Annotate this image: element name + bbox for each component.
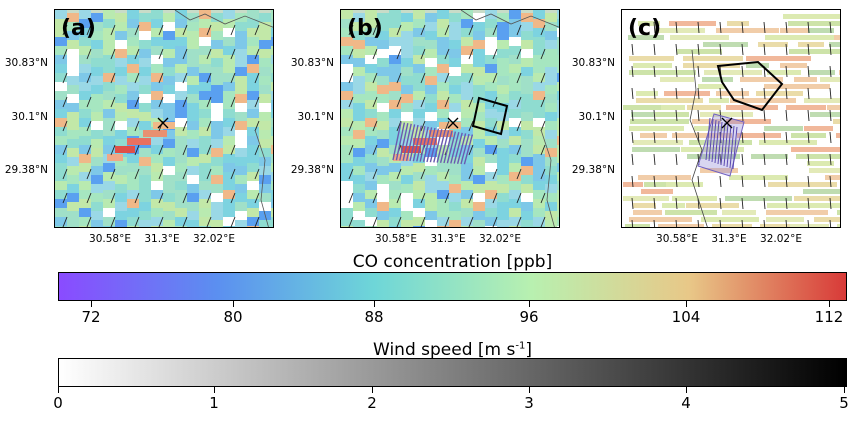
- xtick-b-2: 31.3°E: [430, 233, 466, 245]
- co-colorbar: [58, 272, 847, 301]
- ytick-b-1: 30.83°N: [290, 57, 334, 69]
- colorbar-tick-label: 96: [519, 308, 539, 326]
- map-panel-a: (a): [54, 9, 274, 228]
- colorbar-tick-label: 3: [524, 394, 534, 412]
- ytick-c-1: 30.83°N: [571, 57, 615, 69]
- xtick-a-1: 30.58°E: [89, 233, 131, 245]
- colorbar-tick-mark: [686, 301, 687, 307]
- colorbar-tick-mark: [372, 387, 373, 393]
- colorbar-tick-mark: [58, 387, 59, 393]
- co-colorbar-title: CO concentration [ppb]: [352, 252, 553, 272]
- xtick-a-3: 32.02°E: [193, 233, 235, 245]
- ytick-c-3: 29.38°N: [571, 164, 615, 176]
- ytick-b-3: 29.38°N: [290, 164, 334, 176]
- wind-colorbar: [58, 358, 847, 387]
- xtick-c-1: 30.58°E: [656, 233, 698, 245]
- panel-label-a: (a): [61, 16, 96, 41]
- colorbar-tick-mark: [829, 301, 830, 307]
- ytick-c-2: 30.1°N: [578, 111, 615, 123]
- colorbar-tick-label: 104: [671, 308, 701, 326]
- colorbar-tick-mark: [686, 387, 687, 393]
- map-panel-c: (c): [621, 9, 841, 228]
- colorbar-tick-mark: [233, 301, 234, 307]
- co-map-b: [341, 10, 559, 227]
- colorbar-tick-label: 88: [364, 308, 384, 326]
- ytick-a-1: 30.83°N: [4, 57, 48, 69]
- colorbar-tick-label: 5: [839, 394, 849, 412]
- wind-colorbar-title: Wind speed [m s-1]: [373, 340, 532, 360]
- map-panel-b: (b): [340, 9, 560, 228]
- panel-label-c: (c): [628, 16, 662, 41]
- co-map-a: [55, 10, 273, 227]
- colorbar-tick-label: 2: [367, 394, 377, 412]
- xtick-b-3: 32.02°E: [479, 233, 521, 245]
- xtick-b-1: 30.58°E: [375, 233, 417, 245]
- colorbar-tick-label: 112: [814, 308, 844, 326]
- xtick-a-2: 31.3°E: [144, 233, 180, 245]
- colorbar-tick-mark: [91, 301, 92, 307]
- colorbar-tick-label: 0: [53, 394, 63, 412]
- ytick-a-2: 30.1°N: [11, 111, 48, 123]
- colorbar-tick-mark: [529, 387, 530, 393]
- colorbar-tick-mark: [529, 301, 530, 307]
- ytick-a-3: 29.38°N: [4, 164, 48, 176]
- colorbar-tick-label: 4: [681, 394, 691, 412]
- xtick-c-2: 31.3°E: [711, 233, 747, 245]
- co-map-c: [623, 14, 840, 227]
- ytick-b-2: 30.1°N: [297, 111, 334, 123]
- xtick-c-3: 32.02°E: [760, 233, 802, 245]
- colorbar-tick-mark: [374, 301, 375, 307]
- colorbar-tick-mark: [214, 387, 215, 393]
- panel-label-b: (b): [347, 16, 383, 41]
- colorbar-tick-label: 1: [209, 394, 219, 412]
- colorbar-tick-label: 80: [223, 308, 243, 326]
- colorbar-tick-mark: [844, 387, 845, 393]
- colorbar-tick-label: 72: [81, 308, 101, 326]
